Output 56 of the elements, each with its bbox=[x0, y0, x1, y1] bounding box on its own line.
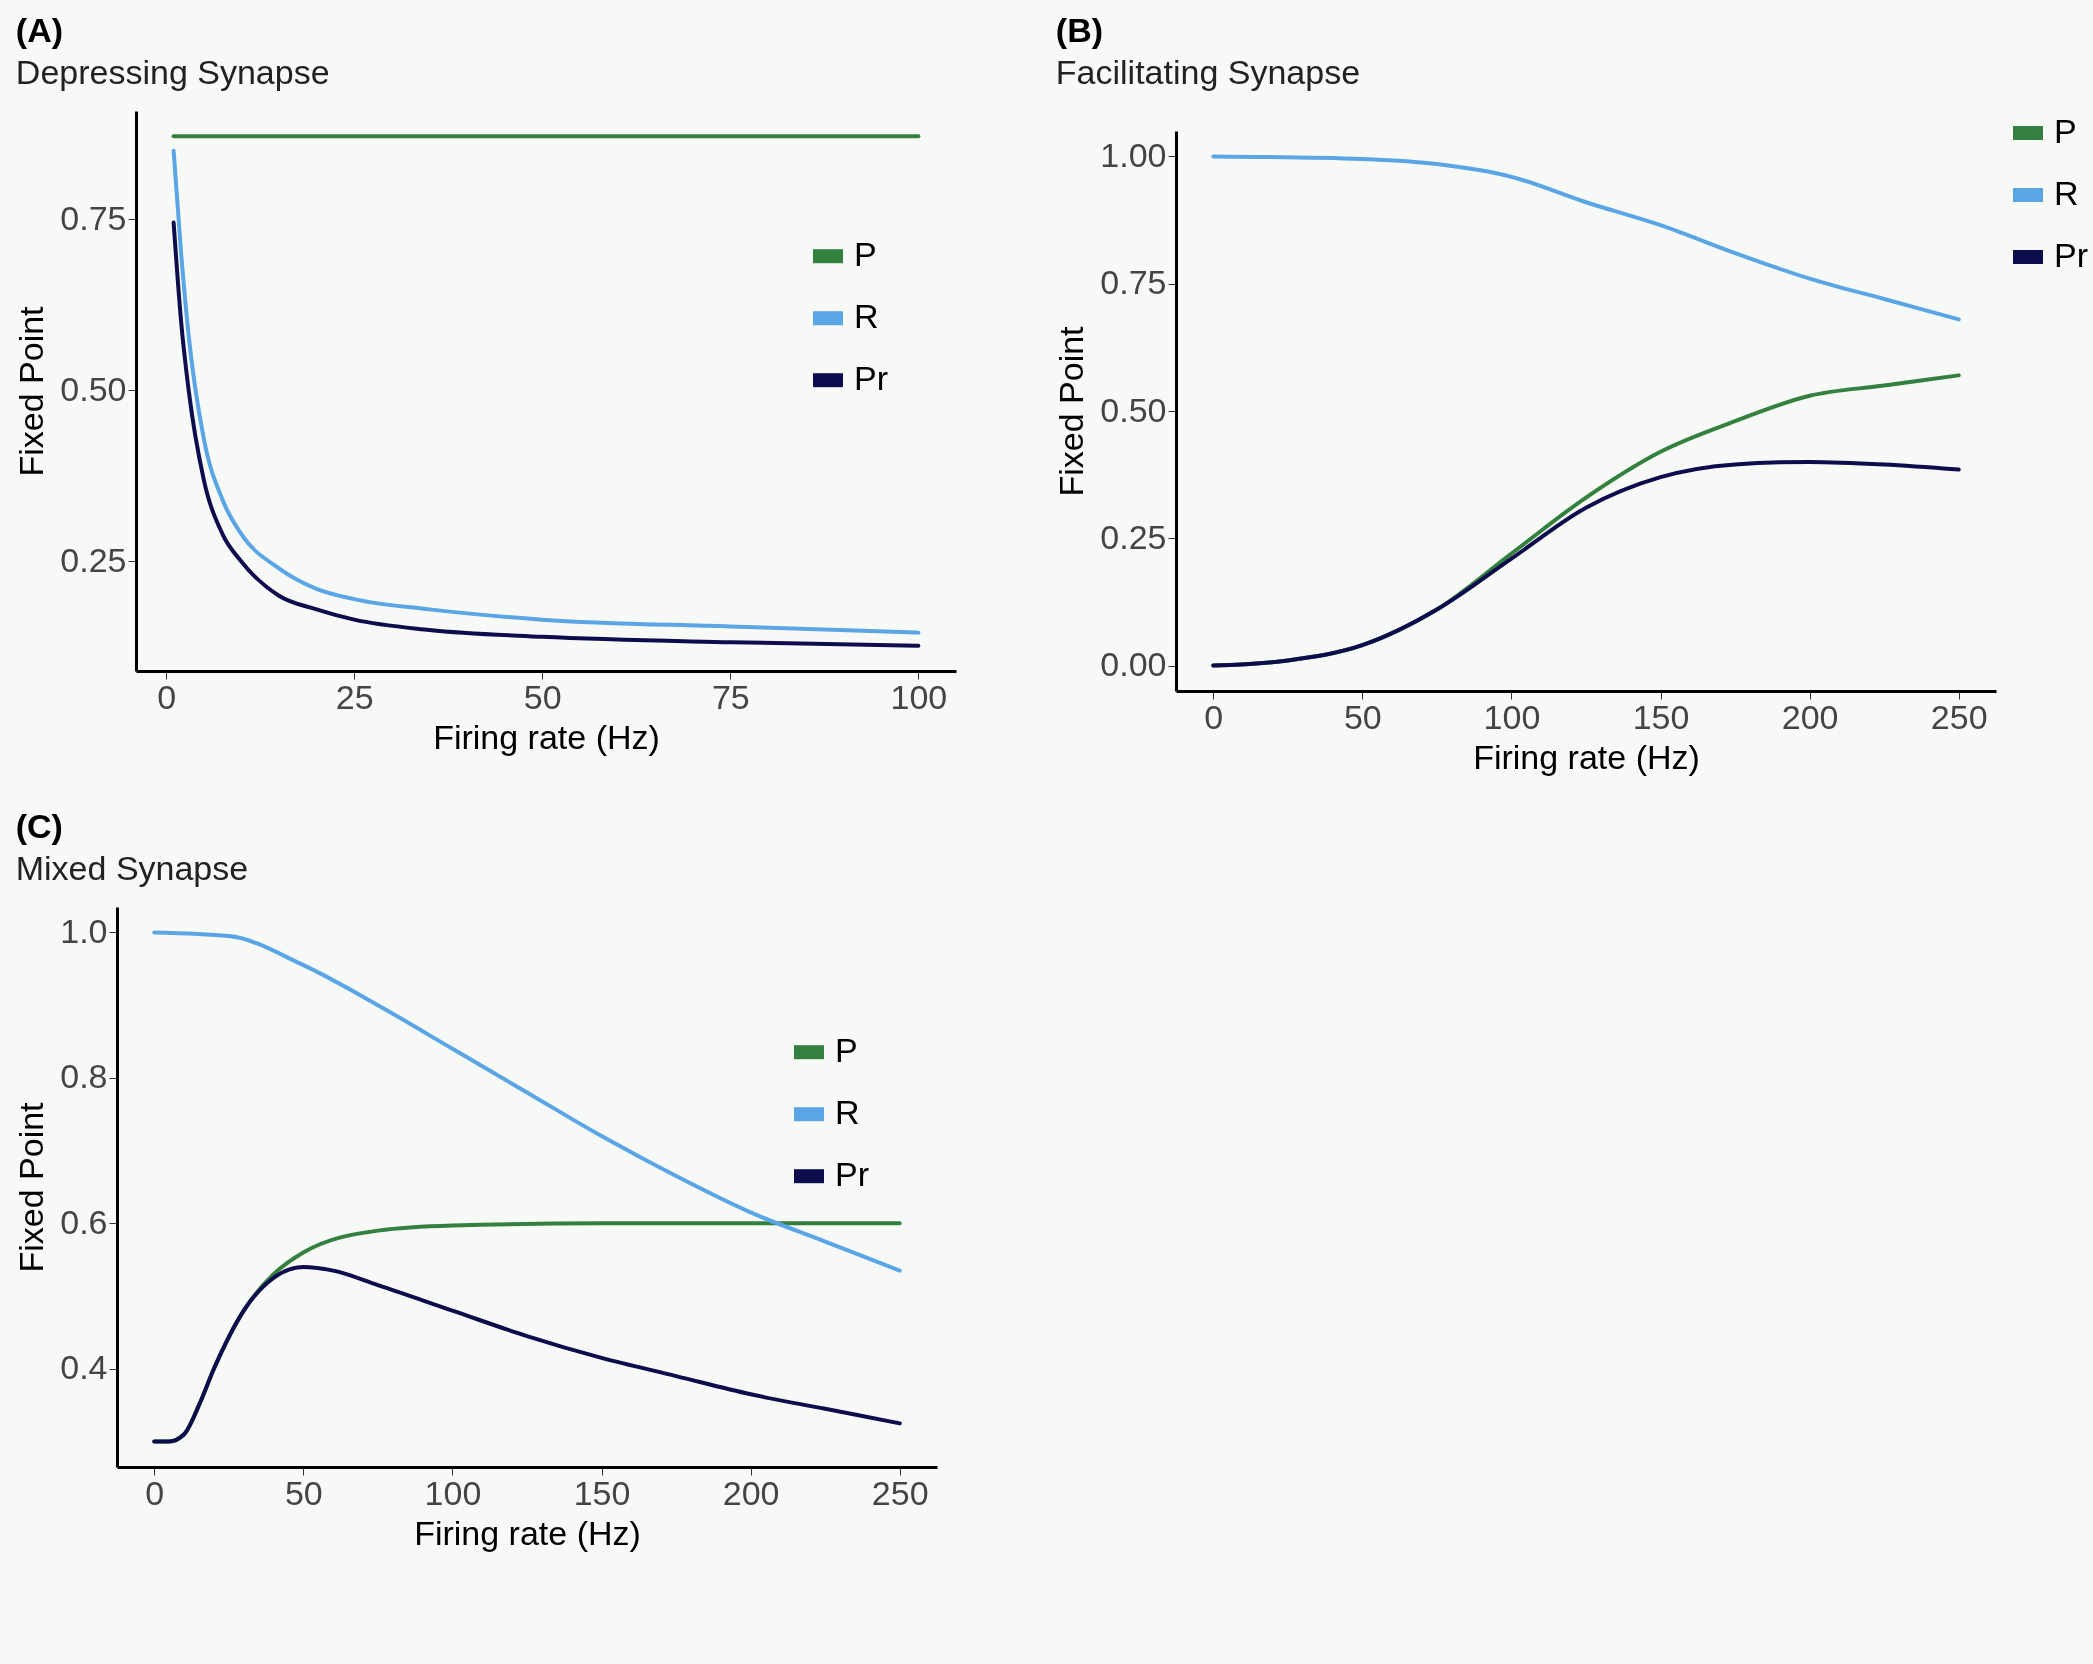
legend-label: P bbox=[835, 1031, 858, 1070]
chart-subtitle: Depressing Synapse bbox=[15, 53, 330, 91]
y-tick-label: 0.50 bbox=[1100, 390, 1167, 429]
x-tick-label: 100 bbox=[1483, 697, 1541, 736]
y-tick-label: 1.0 bbox=[60, 911, 108, 950]
x-tick-label: 0 bbox=[145, 1473, 165, 1512]
legend-label: R bbox=[835, 1093, 860, 1132]
y-tick-label: 0.25 bbox=[60, 540, 127, 579]
x-axis-title: Firing rate (Hz) bbox=[1473, 737, 1700, 776]
x-tick-label: 50 bbox=[1343, 697, 1382, 736]
y-tick-label: 0.6 bbox=[60, 1202, 108, 1241]
x-tick-label: 200 bbox=[722, 1473, 780, 1512]
y-tick-label: 1.00 bbox=[1100, 135, 1167, 174]
x-tick-label: 0 bbox=[157, 677, 177, 716]
x-tick-label: 250 bbox=[871, 1473, 929, 1512]
chart-title: (B) bbox=[1055, 11, 1104, 49]
legend-label: R bbox=[854, 297, 879, 336]
legend-label: P bbox=[854, 235, 877, 274]
x-tick-label: 200 bbox=[1781, 697, 1839, 736]
x-tick-label: 150 bbox=[573, 1473, 631, 1512]
x-tick-label: 100 bbox=[890, 677, 948, 716]
chart-subtitle: Facilitating Synapse bbox=[1055, 53, 1361, 91]
y-tick-label: 0.8 bbox=[60, 1057, 108, 1096]
line-series bbox=[152, 930, 902, 1273]
y-axis-title: Fixed Point bbox=[12, 1101, 51, 1273]
x-tick-label: 100 bbox=[424, 1473, 482, 1512]
line-series bbox=[171, 148, 921, 635]
x-tick-label: 75 bbox=[711, 677, 750, 716]
y-tick-label: 0.75 bbox=[60, 198, 127, 237]
y-tick-label: 0.00 bbox=[1100, 645, 1167, 684]
chart-title: (A) bbox=[15, 11, 64, 49]
legend-label: Pr bbox=[835, 1155, 869, 1194]
y-tick-label: 0.4 bbox=[60, 1348, 108, 1387]
y-tick-label: 0.50 bbox=[60, 369, 127, 408]
legend-label: P bbox=[2054, 112, 2077, 150]
legend-label: Pr bbox=[2054, 236, 2088, 274]
y-tick-label: 0.75 bbox=[1100, 263, 1167, 302]
y-tick-label: 0.25 bbox=[1100, 517, 1167, 556]
x-tick-label: 150 bbox=[1632, 697, 1690, 736]
x-tick-label: 25 bbox=[335, 677, 374, 716]
x-tick-label: 0 bbox=[1204, 697, 1224, 736]
x-axis-title: Firing rate (Hz) bbox=[414, 1513, 641, 1552]
legend-label: R bbox=[2054, 174, 2079, 212]
line-series bbox=[1211, 154, 1961, 322]
y-axis-title: Fixed Point bbox=[1052, 325, 1091, 497]
chart-subtitle: Mixed Synapse bbox=[15, 849, 249, 887]
line-series bbox=[152, 1265, 902, 1444]
x-tick-label: 50 bbox=[284, 1473, 323, 1512]
y-axis-title: Fixed Point bbox=[12, 305, 51, 477]
x-tick-label: 50 bbox=[523, 677, 562, 716]
line-series bbox=[171, 220, 921, 648]
legend-label: Pr bbox=[854, 359, 888, 398]
line-series bbox=[1211, 459, 1961, 668]
x-axis-title: Firing rate (Hz) bbox=[433, 717, 660, 756]
x-tick-label: 250 bbox=[1930, 697, 1988, 736]
chart-title: (C) bbox=[15, 807, 63, 845]
